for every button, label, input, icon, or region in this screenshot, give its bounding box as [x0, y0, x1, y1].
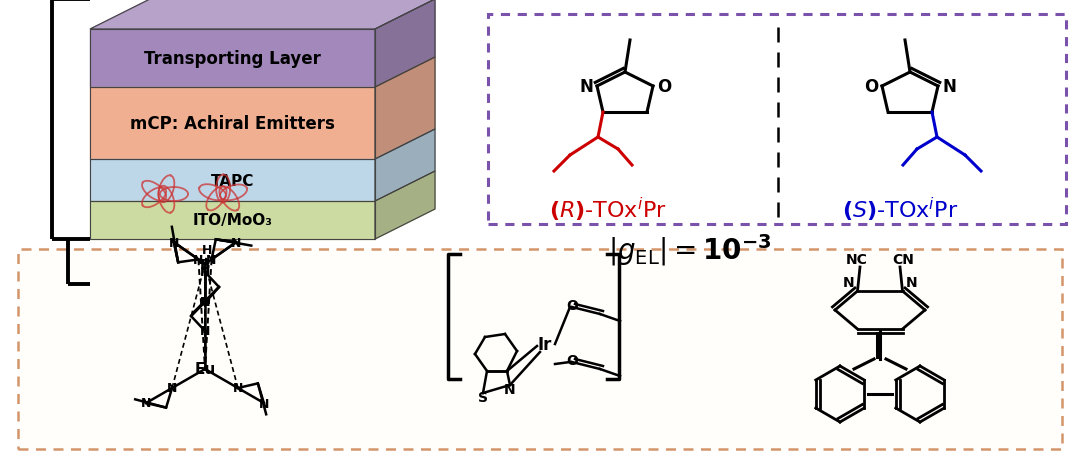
- Text: N: N: [200, 266, 211, 279]
- Bar: [90, 30, 375, 88]
- Text: N: N: [942, 78, 956, 96]
- Text: N: N: [167, 382, 177, 395]
- Text: $\mathbf{(\mathit{R})\text{-TOx}^\mathit{i}\text{Pr}}$: $\mathbf{(\mathit{R})\text{-TOx}^\mathit…: [549, 196, 666, 224]
- Bar: [90, 160, 375, 202]
- Bar: [90, 88, 375, 160]
- Text: mCP: Achiral Emitters: mCP: Achiral Emitters: [130, 115, 335, 133]
- Bar: [90, 88, 375, 160]
- Text: O: O: [657, 78, 672, 96]
- Text: Transporting Layer: Transporting Layer: [144, 50, 321, 68]
- Text: N: N: [168, 236, 179, 249]
- Text: H: H: [202, 244, 212, 257]
- Text: N: N: [231, 236, 241, 249]
- Text: N: N: [905, 275, 917, 289]
- Text: N: N: [200, 295, 211, 308]
- Polygon shape: [375, 58, 435, 160]
- FancyBboxPatch shape: [488, 15, 1066, 224]
- Text: TAPC: TAPC: [211, 173, 254, 188]
- Text: N: N: [259, 397, 269, 409]
- Text: N: N: [842, 275, 854, 289]
- Bar: [90, 30, 375, 88]
- Text: S: S: [478, 390, 488, 404]
- Text: N: N: [504, 382, 516, 396]
- Polygon shape: [375, 0, 435, 88]
- FancyBboxPatch shape: [18, 249, 1062, 449]
- Text: O: O: [864, 78, 878, 96]
- Bar: [90, 160, 375, 202]
- Text: NC: NC: [846, 252, 868, 266]
- Text: $|g_{\mathrm{EL}}|= \mathbf{10^{-3}}$: $|g_{\mathrm{EL}}|= \mathbf{10^{-3}}$: [608, 231, 772, 267]
- Text: ITO/MoO₃: ITO/MoO₃: [192, 213, 272, 228]
- Text: N: N: [193, 253, 204, 266]
- Text: N: N: [140, 397, 151, 409]
- Bar: [90, 202, 375, 240]
- Text: Ir: Ir: [538, 335, 552, 353]
- Polygon shape: [375, 130, 435, 202]
- Text: B: B: [200, 257, 211, 271]
- Text: O: O: [566, 298, 578, 312]
- Text: N: N: [579, 78, 593, 96]
- Text: N: N: [200, 325, 211, 338]
- Polygon shape: [375, 172, 435, 240]
- Text: N: N: [200, 296, 211, 309]
- Text: N: N: [206, 253, 217, 266]
- Text: Eu: Eu: [194, 362, 216, 377]
- Text: CN: CN: [892, 252, 914, 266]
- Bar: [90, 202, 375, 240]
- Text: O: O: [566, 353, 578, 367]
- Text: N: N: [232, 382, 243, 395]
- Polygon shape: [90, 0, 435, 30]
- Text: $\mathbf{(\mathit{S})\text{-TOx}^\mathit{i}\text{Pr}}$: $\mathbf{(\mathit{S})\text{-TOx}^\mathit…: [841, 196, 958, 224]
